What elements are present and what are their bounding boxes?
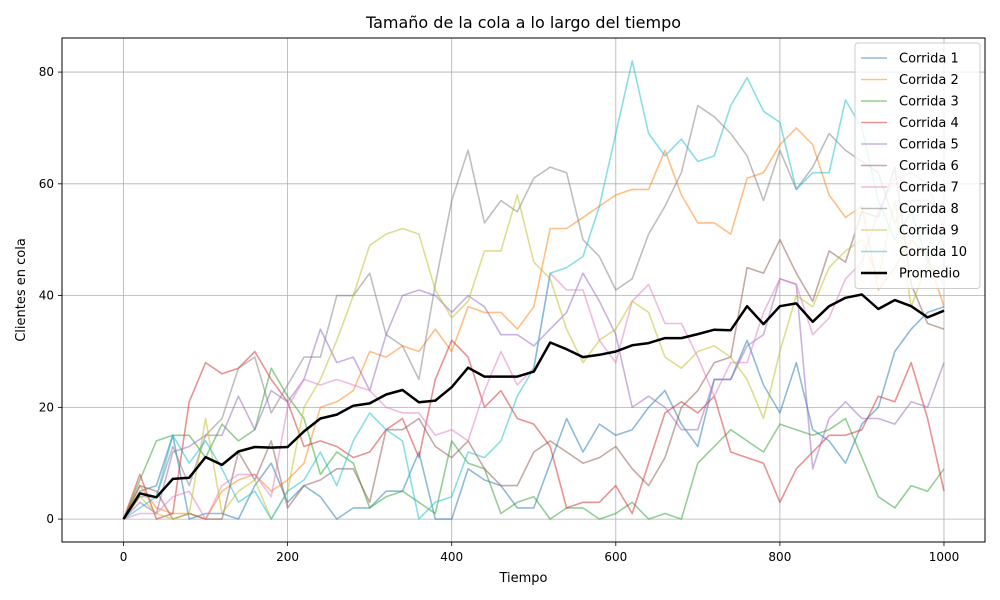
series-line-corrida-3 (122, 367, 945, 520)
legend-label: Corrida 5 (899, 138, 959, 153)
legend-label: Corrida 9 (899, 224, 959, 239)
chart-title: Tamaño de la cola a lo largo del tiempo (365, 13, 681, 32)
series-line-corrida-2 (122, 127, 945, 520)
series-line-corrida-5 (122, 272, 945, 520)
y-tick-label: 40 (39, 289, 54, 303)
legend: Corrida 1 Corrida 2 Corrida 3 Corrida 4 Corr… (854, 42, 981, 289)
legend-label: Corrida 1 (899, 52, 959, 67)
legend-label: Corrida 6 (899, 159, 959, 174)
legend-label: Corrida 10 (899, 245, 967, 260)
series-line-promedio (122, 293, 945, 520)
y-tick-label: 60 (39, 177, 54, 191)
axis-ticks: 0 200 400 600 800 1000 0 20 40 60 80 (39, 65, 960, 564)
plot-frame (61, 37, 986, 543)
x-tick-label: 400 (440, 550, 463, 564)
y-tick-label: 0 (46, 512, 54, 526)
series-line-corrida-6 (122, 166, 945, 520)
legend-label: Corrida 8 (899, 202, 959, 217)
y-tick-label: 80 (39, 65, 54, 79)
series-line-corrida-4 (122, 339, 945, 520)
legend-box (854, 42, 981, 289)
series-line-corrida-10 (123, 60, 945, 520)
legend-label: Corrida 4 (899, 116, 959, 131)
x-tick-label: 600 (604, 550, 627, 564)
x-tick-label: 800 (768, 550, 791, 564)
series-line-corrida-9 (122, 194, 945, 520)
legend-label: Corrida 7 (899, 181, 959, 196)
grid (62, 38, 985, 542)
x-tick-label: 200 (276, 550, 299, 564)
series-lines (122, 60, 945, 520)
y-tick-label: 20 (39, 400, 54, 414)
y-axis-label: Clientes en cola (14, 238, 29, 342)
legend-label: Promedio (899, 267, 960, 282)
legend-label: Corrida 2 (899, 73, 959, 88)
x-tick-label: 0 (120, 550, 128, 564)
x-tick-label: 1000 (929, 550, 960, 564)
series-line-corrida-8 (122, 104, 945, 520)
x-axis-label: Tiempo (498, 571, 547, 586)
legend-label: Corrida 3 (899, 95, 959, 110)
